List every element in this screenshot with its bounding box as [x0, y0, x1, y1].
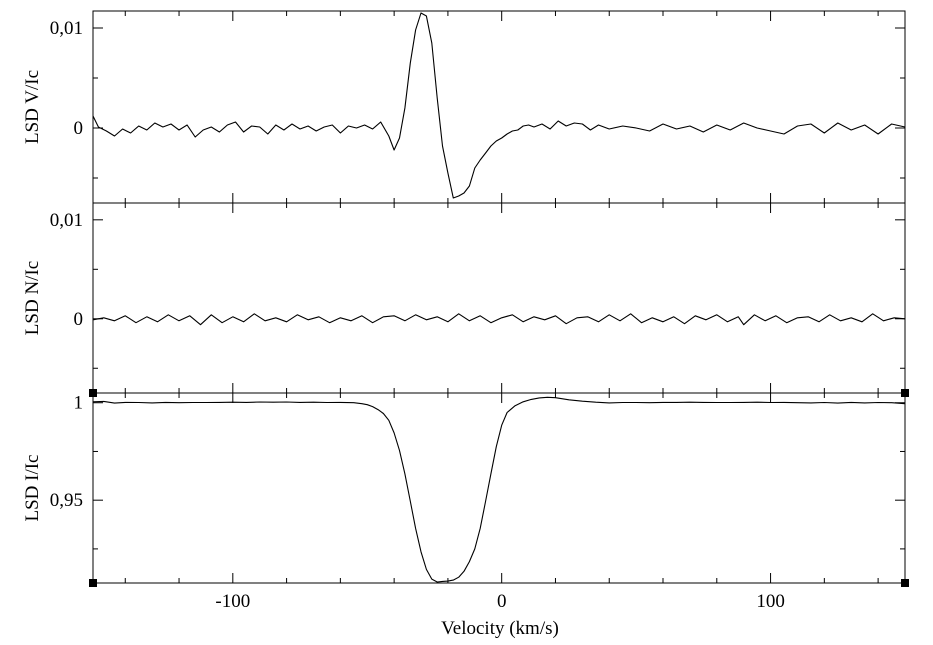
x-axis-label: Velocity (km/s)	[441, 618, 559, 639]
panel-frame	[92, 202, 906, 394]
series-line-I	[92, 396, 906, 583]
y-axis-label: LSD I/Ic	[22, 454, 43, 521]
x-tick-label: 100	[756, 591, 785, 612]
x-tick-label: 0	[497, 591, 507, 612]
selection-handle[interactable]	[89, 389, 97, 397]
panel-corner-markers	[89, 389, 909, 587]
panel-V: 0 0,01 LSD V/Ic	[22, 10, 906, 204]
panel-N: 0 0,01 LSD N/Ic	[22, 202, 906, 394]
y-tick-label: 0,01	[50, 210, 83, 231]
y-axis-label: LSD V/Ic	[22, 70, 43, 144]
series-line-V	[92, 12, 906, 199]
y-axis-label: LSD N/Ic	[22, 261, 43, 335]
selection-handle[interactable]	[89, 579, 97, 587]
panel-frame	[92, 10, 906, 204]
y-tick-label: 0,95	[50, 490, 83, 511]
y-tick-label: 1	[74, 393, 84, 414]
chart-panels: 0 0,01 LSD V/Ic 0 0,01 LSD N/Ic 0,95 1 LSD I/Ic	[22, 10, 906, 584]
selection-handle[interactable]	[901, 579, 909, 587]
panel-frame	[92, 392, 906, 584]
x-tick-label: -100	[215, 591, 250, 612]
y-tick-label: 0	[74, 118, 84, 139]
velocity-x-axis: Velocity (km/s) -100 0 100	[215, 591, 784, 639]
y-tick-label: 0,01	[50, 18, 83, 39]
series-line-N	[92, 313, 906, 326]
selection-handle[interactable]	[901, 389, 909, 397]
y-tick-label: 0	[74, 309, 84, 330]
panel-I: 0,95 1 LSD I/Ic	[22, 392, 906, 584]
